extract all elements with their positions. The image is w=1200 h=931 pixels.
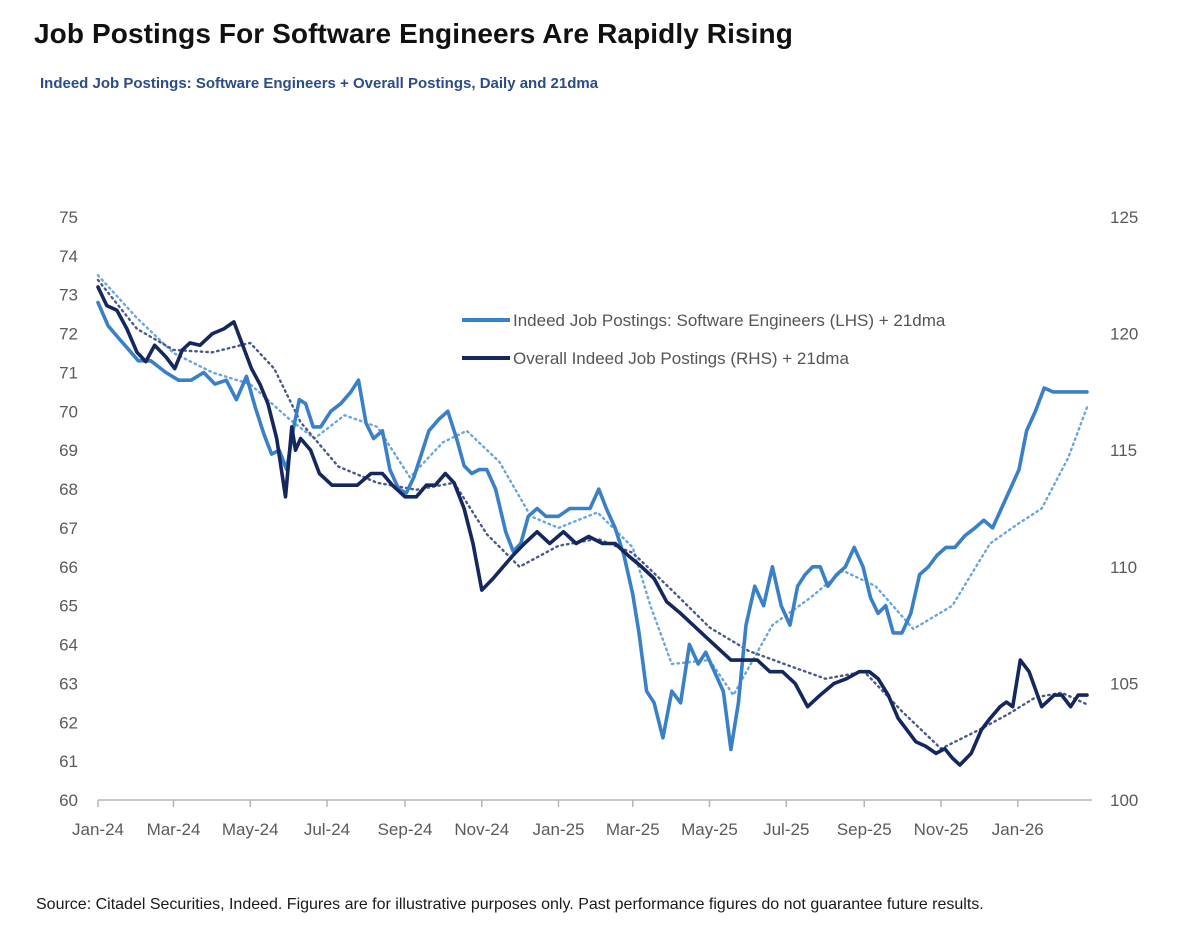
y-left-tick-label: 65	[59, 597, 78, 616]
legend-label: Indeed Job Postings: Software Engineers …	[513, 311, 946, 330]
y-right-tick-label: 115	[1110, 441, 1137, 460]
x-tick-label: May-25	[681, 820, 738, 839]
y-left-tick-label: 73	[59, 286, 78, 305]
x-tick-label: Sep-25	[837, 820, 892, 839]
y-left-tick-label: 64	[59, 636, 78, 655]
x-tick-label: Nov-24	[454, 820, 509, 839]
y-left-tick-label: 70	[59, 402, 78, 421]
x-tick-label: Mar-24	[147, 820, 201, 839]
y-left-tick-label: 67	[59, 519, 78, 538]
y-left-tick-label: 71	[59, 363, 78, 382]
legend-label: Overall Indeed Job Postings (RHS) + 21dm…	[513, 349, 849, 368]
y-left-tick-label: 66	[59, 558, 78, 577]
x-tick-label: Nov-25	[914, 820, 969, 839]
y-right-tick-label: 125	[1110, 208, 1138, 227]
y-left-tick-label: 60	[59, 791, 78, 810]
y-right-tick-label: 105	[1110, 674, 1138, 693]
y-right-tick-label: 100	[1110, 791, 1138, 810]
x-tick-label: Jan-26	[992, 820, 1044, 839]
series-overall-postings	[96, 285, 1089, 767]
y-left-tick-label: 63	[59, 674, 78, 693]
x-tick-label: Mar-25	[606, 820, 660, 839]
x-tick-label: Jan-24	[72, 820, 124, 839]
y-left-tick-label: 75	[59, 208, 78, 227]
y-right-tick-label: 120	[1110, 325, 1138, 344]
y-left-tick-label: 68	[59, 480, 78, 499]
y-left-tick-label: 69	[59, 441, 78, 460]
chart-legend: Indeed Job Postings: Software Engineers …	[462, 311, 946, 368]
x-tick-label: Jan-25	[533, 820, 585, 839]
chart-axes: Jan-24 Mar-24 May-24 Jul-24 Sep-24 Nov-24 Jan-…	[59, 208, 1138, 839]
y-left-tick-label: 74	[59, 247, 78, 266]
y-right-tick-label: 110	[1110, 558, 1137, 577]
chart-title: Job Postings For Software Engineers Are …	[34, 18, 793, 49]
source-note: Source: Citadel Securities, Indeed. Figu…	[36, 896, 984, 913]
series-software-engineers	[96, 300, 1089, 752]
x-tick-label: Jul-24	[304, 820, 350, 839]
x-tick-label: Sep-24	[378, 820, 433, 839]
series-software-engineers-21dma	[96, 274, 1089, 697]
chart-subtitle: Indeed Job Postings: Software Engineers …	[40, 75, 599, 92]
series-overall-postings-21dma	[96, 278, 1089, 750]
y-left-tick-label: 62	[59, 713, 78, 732]
x-tick-label: Jul-25	[763, 820, 809, 839]
y-left-tick-label: 61	[59, 752, 78, 771]
y-left-tick-label: 72	[59, 325, 78, 344]
chart-series	[96, 274, 1089, 767]
x-tick-label: May-24	[222, 820, 279, 839]
